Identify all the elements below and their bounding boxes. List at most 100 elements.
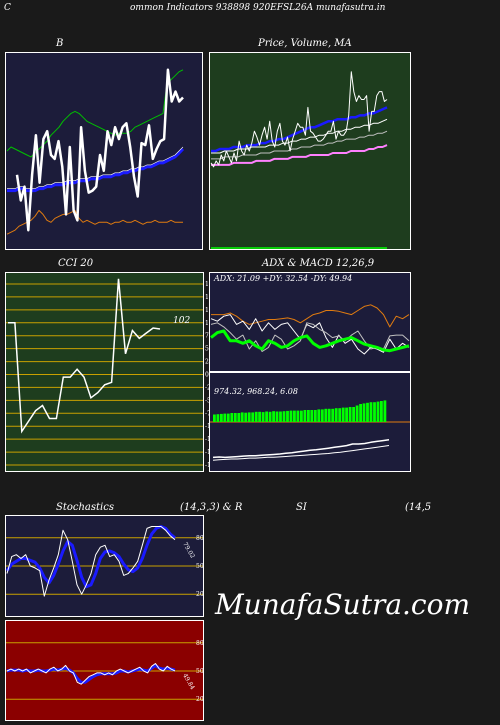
stoch-tick-label: 80	[196, 535, 204, 542]
cci-frame	[5, 272, 204, 472]
macd-histogram-bar	[230, 413, 234, 422]
macd-histogram-bar	[334, 408, 338, 422]
bb-title: B	[56, 38, 64, 49]
macd-histogram-bar	[380, 401, 383, 422]
bb-middle-band-highlight	[7, 146, 184, 189]
macd-histogram-bar	[359, 404, 362, 422]
cci-tick-label: 175	[205, 281, 211, 288]
stoch-params: (14,3,3) & R	[180, 502, 243, 513]
bb-lower-band	[6, 209, 183, 235]
cci-tick-label: 75	[205, 333, 211, 340]
macd-histogram-bar	[355, 405, 359, 422]
adx-stats: ADX: 21.09 +DY: 32.54 -DY: 49.94	[214, 274, 353, 283]
macd-histogram-bar	[275, 411, 279, 422]
cci-tick-label: -125	[205, 436, 211, 443]
macd-histogram-bar	[345, 407, 348, 422]
macd-histogram-bar	[327, 408, 331, 422]
stoch-tick-label: 20	[196, 591, 204, 598]
macd-histogram-bar	[300, 410, 303, 422]
macd-histogram-bar	[258, 411, 261, 422]
macd-histogram-bar	[220, 413, 223, 422]
macd-histogram-bar	[324, 408, 328, 422]
cci-line	[8, 278, 161, 434]
macd-histogram-bar	[296, 410, 300, 422]
macd-histogram-bar	[247, 412, 251, 422]
cci-tick-label: 50	[205, 346, 211, 353]
bb-price-line	[15, 68, 184, 232]
header-corner-letter: C	[4, 3, 11, 13]
macd-chart	[209, 372, 411, 472]
macd-histogram-bar	[352, 407, 355, 422]
macd-histogram-bar	[317, 409, 321, 422]
rsi-tick-label: 50	[196, 668, 204, 675]
macd-histogram-bar	[261, 412, 265, 422]
macd-histogram-bar	[366, 402, 369, 422]
macd-histogram-bar	[289, 410, 293, 422]
macd-histogram-bar	[265, 411, 268, 422]
macd-histogram-bar	[268, 411, 272, 422]
cci-tick-label: 0	[205, 372, 209, 379]
rsi-main-line	[6, 663, 176, 685]
rsi-tick-label: 80	[196, 640, 204, 647]
macd-histogram-bar	[286, 410, 289, 422]
macd-histogram-bar	[233, 413, 237, 422]
rsi-tick-label: 20	[196, 696, 204, 703]
macd-histogram-bar	[251, 412, 255, 422]
cci-tick-label: -75	[205, 410, 211, 417]
macd-line	[212, 439, 390, 459]
bb-middle-band	[7, 147, 185, 193]
cci-title: CCI 20	[58, 258, 94, 269]
cci-tick-label: -150	[205, 449, 211, 456]
macd-histogram-bar	[279, 411, 282, 422]
adx-line	[210, 329, 410, 353]
adx-minus-di-line	[210, 314, 410, 355]
macd-histogram-bar	[310, 410, 314, 422]
cci-chart: 175 150 125 100 75 50 25 0 -25 -50 -75 -100 -125 -150…	[5, 272, 211, 472]
watermark: MunafaSutra.com	[215, 588, 471, 621]
cci-tick-label: -100	[205, 423, 211, 430]
cci-value-label: 102	[173, 316, 190, 326]
macd-histogram-bar	[341, 407, 345, 422]
price-title: Price, Volume, MA	[258, 38, 352, 49]
macd-histogram-bar	[307, 410, 310, 422]
macd-stats: 974.32, 968.24, 6.08	[214, 387, 298, 396]
macd-histogram-bar	[293, 410, 296, 422]
cci-tick-label: -50	[205, 397, 211, 404]
price-frame	[209, 52, 411, 250]
macd-histogram-bar	[244, 412, 248, 422]
cci-tick-label: 100	[205, 320, 211, 327]
price-ma-2	[211, 118, 388, 154]
macd-histogram-bar	[348, 407, 352, 422]
bollinger-chart	[5, 52, 203, 250]
cci-tick-label: 125	[205, 307, 211, 314]
price-ma-3	[211, 130, 388, 160]
macd-histogram-bar	[331, 408, 335, 422]
macd-histogram-bar	[313, 410, 317, 422]
macd-histogram-bar	[213, 414, 216, 422]
stoch-main-line	[6, 526, 176, 597]
macd-histogram-bar	[282, 411, 286, 422]
stoch-title: Stochastics	[56, 502, 114, 513]
macd-histogram-bar	[383, 400, 387, 422]
macd-histogram-bar	[226, 413, 230, 422]
macd-histogram-bar	[338, 408, 342, 422]
macd-histogram-bar	[369, 402, 373, 422]
macd-histogram-bar	[272, 411, 275, 422]
price-line	[210, 71, 388, 168]
macd-histogram-bar	[223, 413, 227, 422]
adx-chart	[209, 272, 411, 372]
adx-title: ADX & MACD 12,26,9	[262, 258, 375, 269]
adx-orange-line	[211, 304, 410, 328]
price-chart	[209, 52, 411, 250]
macd-histogram-bar	[237, 413, 241, 422]
adx-frame	[209, 272, 411, 372]
macd-histogram-bar	[240, 412, 244, 422]
cci-tick-label: 150	[205, 294, 211, 301]
macd-signal-line	[212, 445, 390, 461]
stoch-smooth-line	[5, 525, 176, 589]
macd-histogram-bar	[376, 401, 380, 422]
macd-histogram-bar	[216, 414, 220, 422]
